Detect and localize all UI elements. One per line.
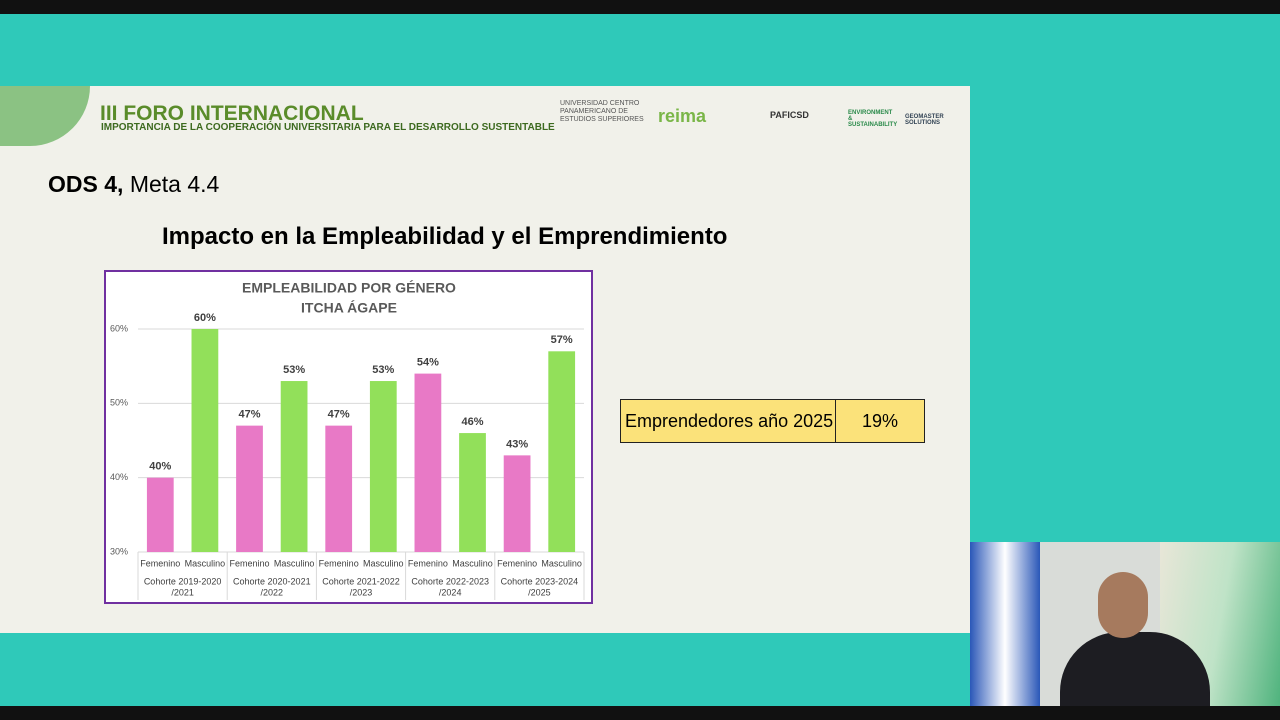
group-label: Cohorte 2020-2021 [233,576,311,586]
y-tick-label: 60% [110,323,128,333]
bar [548,351,576,552]
value-label: 47% [238,409,260,421]
x-tick-label: Femenino [229,558,269,568]
bar [414,373,442,552]
logo: UNIVERSIDAD CENTRO PANAMERICANO DE ESTUD… [560,100,644,123]
group-label: /2024 [439,587,462,597]
table-cell: 19% [861,410,899,431]
y-tick-label: 40% [110,472,128,482]
table-cell: Emprendedores año 2025 [621,400,836,442]
bar [459,433,486,552]
bar [325,425,353,552]
forum-subtitle: IMPORTANCIA DE LA COOPERACIÓN UNIVERSITA… [101,122,555,133]
ods-line: ODS 4, Meta 4.4 [48,171,219,198]
value-label: 47% [328,409,350,421]
bar [146,477,174,552]
heading: Impacto en la Empleabilidad y el Emprend… [162,223,728,250]
group-label: /2021 [171,587,194,597]
group-label: Cohorte 2019-2020 [144,576,222,586]
x-tick-label: Masculino [185,558,226,568]
value-label: 53% [372,364,394,376]
forum-title: III FORO INTERNACIONAL [100,102,364,125]
value-label: 54% [417,357,439,369]
group-label: /2023 [350,587,373,597]
top-bar [0,0,1280,14]
group-label: Cohorte 2021-2022 [322,576,400,586]
bar [503,455,531,552]
x-tick-label: Femenino [319,558,359,568]
leaf [0,86,90,146]
x-tick-label: Femenino [140,558,180,568]
chart-title: ITCHA ÁGAPE [301,300,397,316]
logo: GEOMASTER SOLUTIONS [905,114,944,126]
value-label: 57% [551,334,573,346]
value-label: 60% [194,312,216,324]
table: Emprendedores año 2025 19% [620,399,925,443]
x-tick-label: Masculino [452,558,493,568]
bottom-bar [0,706,1280,720]
value-label: 43% [506,438,528,450]
chart: EMPLEABILIDAD POR GÉNERO ITCHA ÁGAPE 30%… [104,270,593,604]
value-label: 46% [461,416,483,428]
group-label: Cohorte 2023-2024 [501,576,579,586]
logo: reima [658,106,707,126]
y-tick-label: 30% [110,546,128,556]
y-tick-label: 50% [110,398,128,408]
value-label: 53% [283,364,305,376]
bar [236,425,263,552]
x-tick-label: Masculino [541,558,582,568]
group-label: /2022 [261,587,284,597]
person-head [1098,572,1148,638]
person-body [1060,632,1210,706]
x-tick-label: Masculino [274,558,315,568]
x-tick-label: Femenino [497,558,537,568]
webcam [970,542,1280,706]
bar [369,381,397,552]
group-label: /2025 [528,587,551,597]
logo: ENVIRONMENT & SUSTAINABILITY [848,110,898,128]
value-label: 40% [149,461,171,473]
meta: Meta 4.4 [129,171,220,197]
ods: ODS 4, [48,171,124,197]
x-tick-label: Femenino [408,558,448,568]
chart-title: EMPLEABILIDAD POR GÉNERO [242,280,456,296]
bar [280,381,308,552]
flag [970,542,1040,706]
group-label: Cohorte 2022-2023 [411,576,489,586]
x-tick-label: Masculino [363,558,404,568]
logo: PAFICSD [770,110,809,120]
bar [191,329,219,552]
